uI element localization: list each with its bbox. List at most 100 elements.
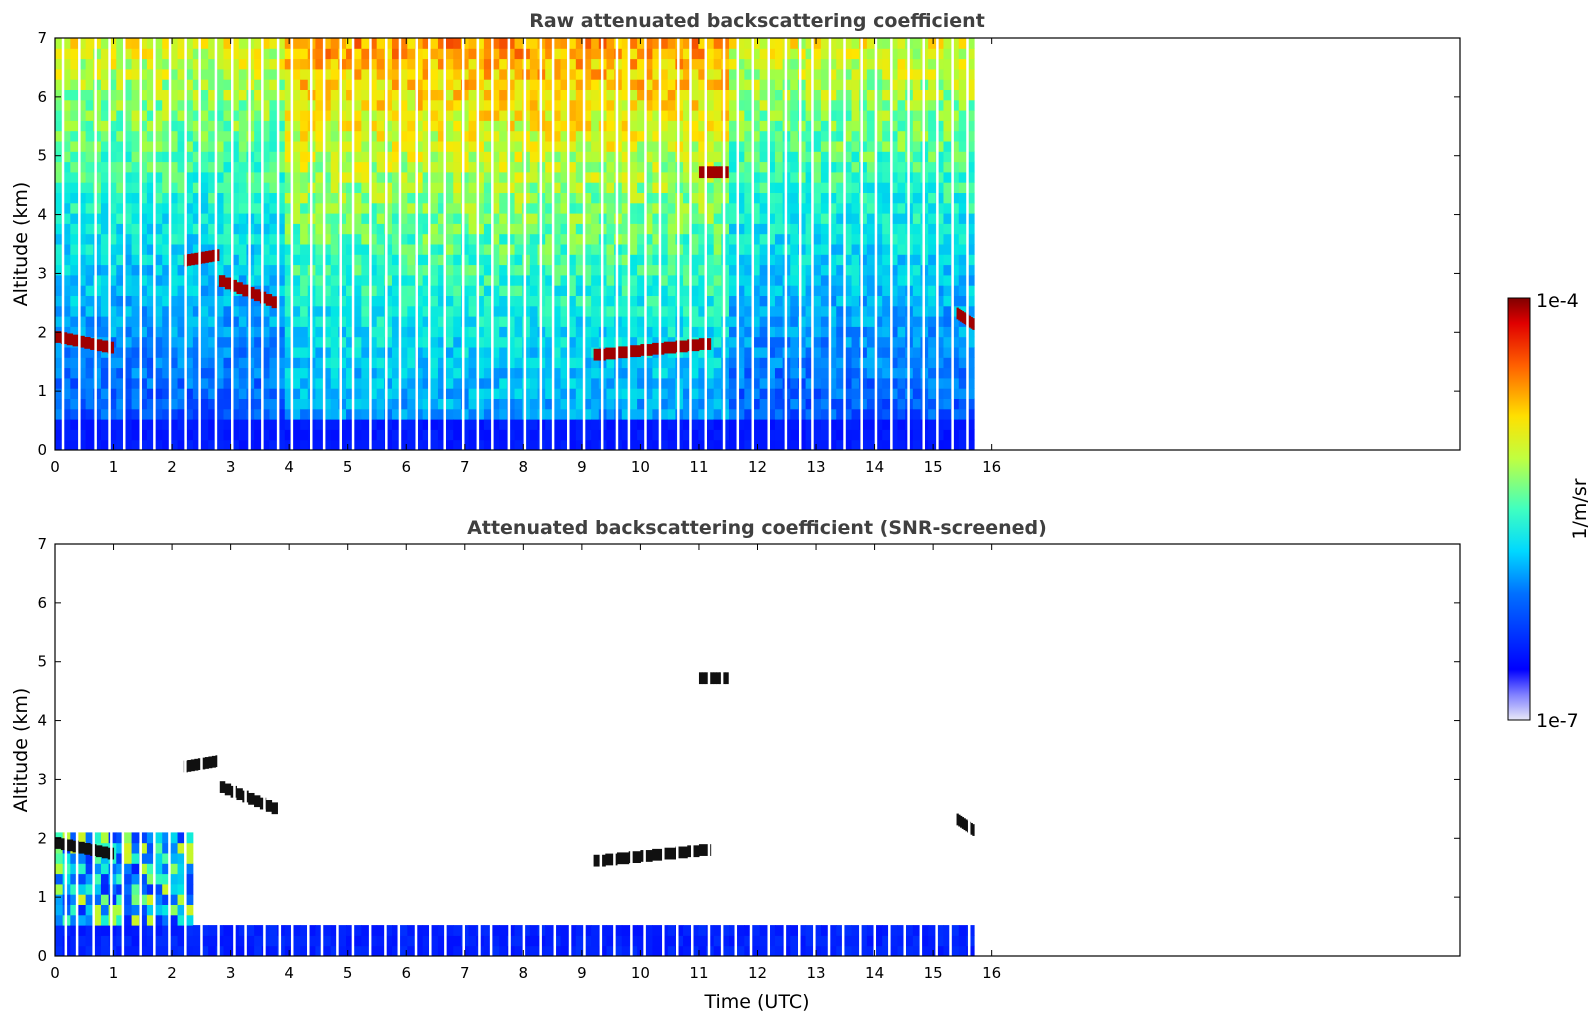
heatmap-cell [958, 223, 967, 235]
heatmap-cell [836, 388, 845, 399]
heatmap-cell [123, 233, 133, 245]
heatmap-cell [315, 68, 324, 80]
heatmap-cell [966, 295, 975, 307]
heatmap-cell [269, 316, 278, 327]
heatmap-cell [100, 213, 110, 224]
heatmap-cell [369, 58, 378, 70]
heatmap-cell [667, 58, 676, 70]
heatmap-cell [231, 151, 240, 163]
heatmap-cell [951, 141, 960, 152]
heatmap-cell [790, 419, 799, 430]
heatmap-cell [399, 171, 408, 183]
heatmap-cell [729, 439, 738, 450]
heatmap-cell [361, 202, 370, 214]
heatmap-cell [767, 233, 776, 245]
heatmap-cell [560, 398, 569, 410]
heatmap-cell [238, 110, 247, 121]
heatmap-cell [323, 429, 332, 441]
heatmap-cell [483, 120, 493, 132]
heatmap-cell [591, 223, 600, 235]
heatmap-cell [851, 408, 860, 420]
heatmap-cell [468, 439, 477, 450]
heatmap-cell [169, 68, 179, 80]
heatmap-cell [476, 357, 485, 369]
heatmap-cell [323, 439, 332, 450]
heatmap-cell [231, 223, 240, 235]
heatmap-cell [629, 161, 638, 173]
heatmap-cell [330, 233, 339, 245]
heatmap-cell [560, 336, 569, 348]
heatmap-cell [813, 285, 822, 296]
heatmap-cell [499, 316, 508, 327]
heatmap-cell [468, 161, 477, 173]
heatmap-cell [476, 202, 485, 214]
heatmap-cell [951, 182, 960, 193]
heatmap-cell [284, 120, 293, 132]
heatmap-cell [721, 99, 730, 111]
heatmap-cell [177, 295, 186, 307]
heatmap-cell [683, 429, 692, 441]
heatmap-cell [108, 408, 117, 420]
heatmap-cell [629, 130, 638, 142]
heatmap-cell [261, 110, 270, 121]
heatmap-cell [200, 110, 209, 121]
heatmap-cell [652, 213, 661, 224]
heatmap-cell [261, 233, 270, 245]
heatmap-cell [721, 264, 730, 276]
heatmap-cell [859, 264, 868, 276]
heatmap-cell [667, 316, 676, 327]
heatmap-cell [958, 326, 967, 338]
heatmap-cell [146, 89, 156, 101]
heatmap-cell [407, 285, 416, 296]
heatmap-cell [376, 202, 385, 214]
heatmap-cell [774, 38, 784, 49]
heatmap-cell [192, 192, 202, 204]
heatmap-cell [261, 130, 270, 142]
heatmap-cell [185, 429, 194, 441]
heatmap-cell [123, 99, 133, 111]
heatmap-cell [361, 233, 370, 245]
heatmap-cell [637, 408, 646, 420]
heatmap-cell [414, 110, 424, 121]
heatmap-cell [583, 38, 592, 49]
heatmap-cell [805, 192, 814, 204]
heatmap-cell [154, 377, 163, 389]
heatmap-cell [744, 429, 753, 441]
heatmap-cell [943, 151, 952, 163]
heatmap-cell [621, 336, 630, 348]
heatmap-cell [361, 110, 370, 121]
heatmap-cell [943, 274, 952, 286]
heatmap-cell [828, 171, 837, 183]
heatmap-cell [437, 388, 447, 399]
heatmap-cell [70, 419, 79, 430]
heatmap-cell [460, 48, 470, 60]
heatmap-cell [843, 233, 853, 245]
heatmap-cell [820, 130, 830, 142]
heatmap-cell [468, 120, 477, 132]
heatmap-cell [514, 388, 523, 399]
heatmap-cell [192, 326, 202, 338]
heatmap-cell [277, 192, 286, 204]
heatmap-cell [200, 264, 209, 276]
heatmap-cell [55, 120, 64, 132]
heatmap-cell [238, 68, 247, 80]
heatmap-cell [591, 130, 600, 142]
heatmap-cell [292, 408, 301, 420]
heatmap-cell [238, 89, 247, 101]
heatmap-cell [506, 171, 516, 183]
heatmap-cell [215, 223, 225, 235]
cloud-layer-segment [687, 339, 700, 352]
heatmap-cell [231, 99, 240, 111]
heatmap-cell [621, 367, 630, 379]
heatmap-cell [55, 264, 64, 276]
heatmap-cell [805, 367, 814, 379]
heatmap-cell [729, 110, 738, 121]
heatmap-cell [767, 68, 776, 80]
data-gap-stripe [566, 38, 570, 450]
heatmap-cell [300, 171, 309, 183]
heatmap-cell [629, 233, 638, 245]
heatmap-cell [859, 326, 868, 338]
heatmap-cell [62, 244, 71, 255]
heatmap-cell [330, 264, 339, 276]
heatmap-cell [943, 213, 952, 224]
